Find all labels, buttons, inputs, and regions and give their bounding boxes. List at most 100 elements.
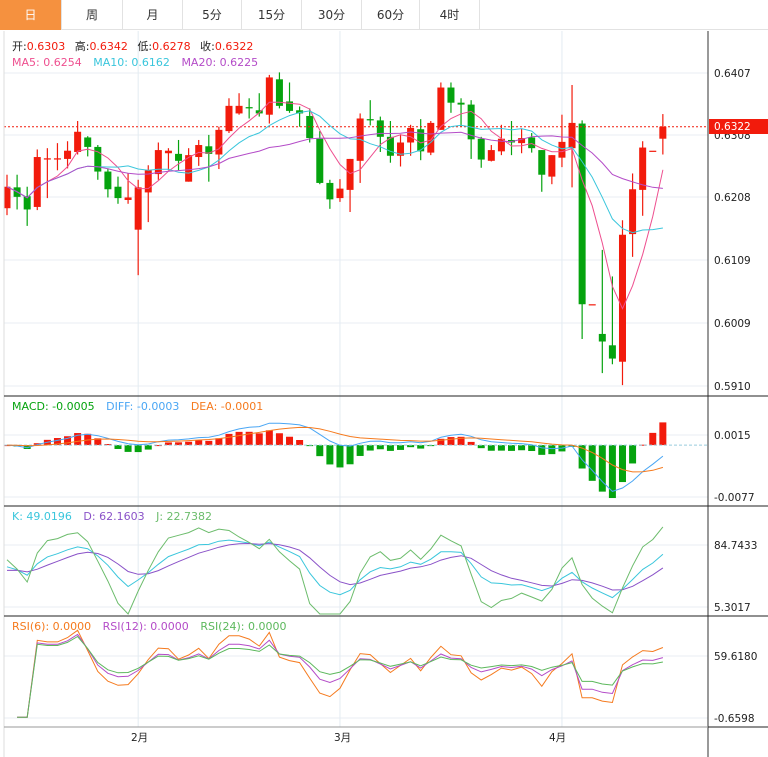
macd-bar-negative: [356, 445, 364, 456]
candle-down: [538, 150, 546, 175]
candle-up: [407, 127, 415, 143]
macd-bar-positive: [255, 433, 263, 446]
candle-down: [528, 137, 536, 149]
ma-legend: MA5: 0.6254 MA10: 0.6162 MA20: 0.6225: [12, 56, 258, 69]
macd-bar-negative: [114, 445, 122, 449]
macd-bar-positive: [286, 436, 294, 446]
macd-bar-positive: [639, 444, 647, 446]
tab-5min[interactable]: 5分: [183, 0, 242, 30]
candle-up: [649, 150, 657, 152]
candle-up: [427, 122, 435, 153]
macd-bar-negative: [144, 445, 152, 450]
rsi6-line: [17, 629, 664, 718]
rsi12-value: RSI(12): 0.0000: [103, 620, 189, 633]
tab-30min[interactable]: 30分: [302, 0, 362, 30]
current-price-label: 0.6322: [714, 121, 751, 133]
macd-bar-negative: [397, 445, 405, 450]
macd-bar-negative: [366, 445, 374, 451]
k-line: [6, 539, 664, 599]
macd-bar-negative: [386, 445, 394, 451]
ma10-value: MA10: 0.6162: [93, 56, 170, 69]
macd-bar-positive: [175, 442, 183, 446]
dea-line: [6, 426, 664, 473]
tab-4hour[interactable]: 4时: [420, 0, 480, 30]
candle-up: [568, 122, 576, 149]
candle-down: [114, 186, 122, 199]
macd-bar-negative: [417, 445, 425, 449]
candle-up: [144, 170, 152, 193]
macd-bar-negative: [629, 445, 637, 464]
tab-60min[interactable]: 60分: [362, 0, 420, 30]
price-tick: 0.6109: [714, 255, 751, 267]
candle-down: [598, 333, 606, 342]
candle-down: [296, 110, 304, 114]
macd-bar-positive: [275, 433, 283, 446]
macd-bar-positive: [185, 441, 193, 446]
candle-up: [639, 147, 647, 190]
macd-value: MACD: -0.0005: [12, 400, 95, 413]
candle-up: [74, 131, 82, 152]
macd-tick: -0.0077: [714, 492, 755, 504]
candle-up: [134, 187, 142, 230]
tab-day[interactable]: 日: [0, 0, 62, 30]
high-label: 高:: [75, 39, 90, 53]
candle-down: [286, 101, 294, 111]
dea-value: DEA: -0.0001: [191, 400, 263, 413]
ma5-line: [6, 101, 664, 310]
candle-down: [23, 196, 31, 210]
candle-up: [185, 155, 193, 182]
tab-month[interactable]: 月: [123, 0, 183, 30]
macd-bar-negative: [497, 445, 505, 451]
macd-bar-positive: [215, 438, 223, 446]
candle-down: [104, 171, 112, 190]
candle-down: [84, 137, 92, 147]
candle-up: [548, 155, 556, 177]
macd-bar-negative: [548, 445, 556, 455]
tab-15min[interactable]: 15分: [242, 0, 302, 30]
candle-up: [154, 150, 162, 175]
macd-bar-positive: [447, 437, 455, 446]
candle-down: [447, 87, 455, 103]
candle-up: [225, 105, 233, 132]
candle-down: [175, 153, 183, 161]
candle-up: [43, 158, 51, 160]
candle-down: [608, 345, 616, 359]
candle-up: [265, 77, 273, 115]
macd-bar-negative: [508, 445, 515, 451]
ohlc-legend: 开:0.6303 高:0.6342 低:0.6278 收:0.6322: [12, 39, 253, 53]
rsi-legend: RSI(6): 0.0000 RSI(12): 0.0000 RSI(24): …: [12, 620, 286, 633]
macd-bar-negative: [134, 445, 142, 453]
candle-up: [33, 157, 41, 207]
rsi12-line: [17, 633, 664, 718]
macd-bar-positive: [296, 439, 304, 446]
k-value: K: 49.0196: [12, 510, 72, 523]
price-axis: 0.6407 0.6308 0.6208 0.6109 0.6009 0.591…: [714, 68, 751, 393]
tab-week[interactable]: 周: [62, 0, 123, 30]
macd-bar-positive: [164, 442, 172, 446]
macd-bar-positive: [205, 440, 213, 446]
macd-bar-negative: [608, 445, 616, 499]
candle-up: [558, 141, 566, 158]
macd-bar-positive: [64, 436, 72, 446]
macd-bar-positive: [94, 438, 102, 446]
macd-bar-positive: [235, 431, 243, 446]
close-label: 收:: [200, 39, 215, 53]
macd-bar-positive: [195, 440, 203, 446]
candle-up: [346, 158, 354, 190]
macd-bar-negative: [518, 445, 526, 451]
candle-up: [397, 142, 405, 156]
macd-bar-positive: [225, 433, 233, 446]
candle-up: [235, 105, 243, 114]
candle-down: [376, 120, 384, 137]
period-tabs: 日 周 月 5分 15分 30分 60分 4时: [0, 0, 768, 30]
high-value: 0.6342: [89, 40, 128, 53]
candle-up: [437, 87, 445, 130]
ma20-value: MA20: 0.6225: [181, 56, 258, 69]
candle-up: [518, 138, 526, 144]
macd-bar-positive: [154, 445, 162, 447]
candle-up: [497, 138, 505, 152]
macd-bar-negative: [477, 445, 485, 449]
candle-down: [578, 123, 586, 305]
ma10-line: [6, 110, 663, 234]
